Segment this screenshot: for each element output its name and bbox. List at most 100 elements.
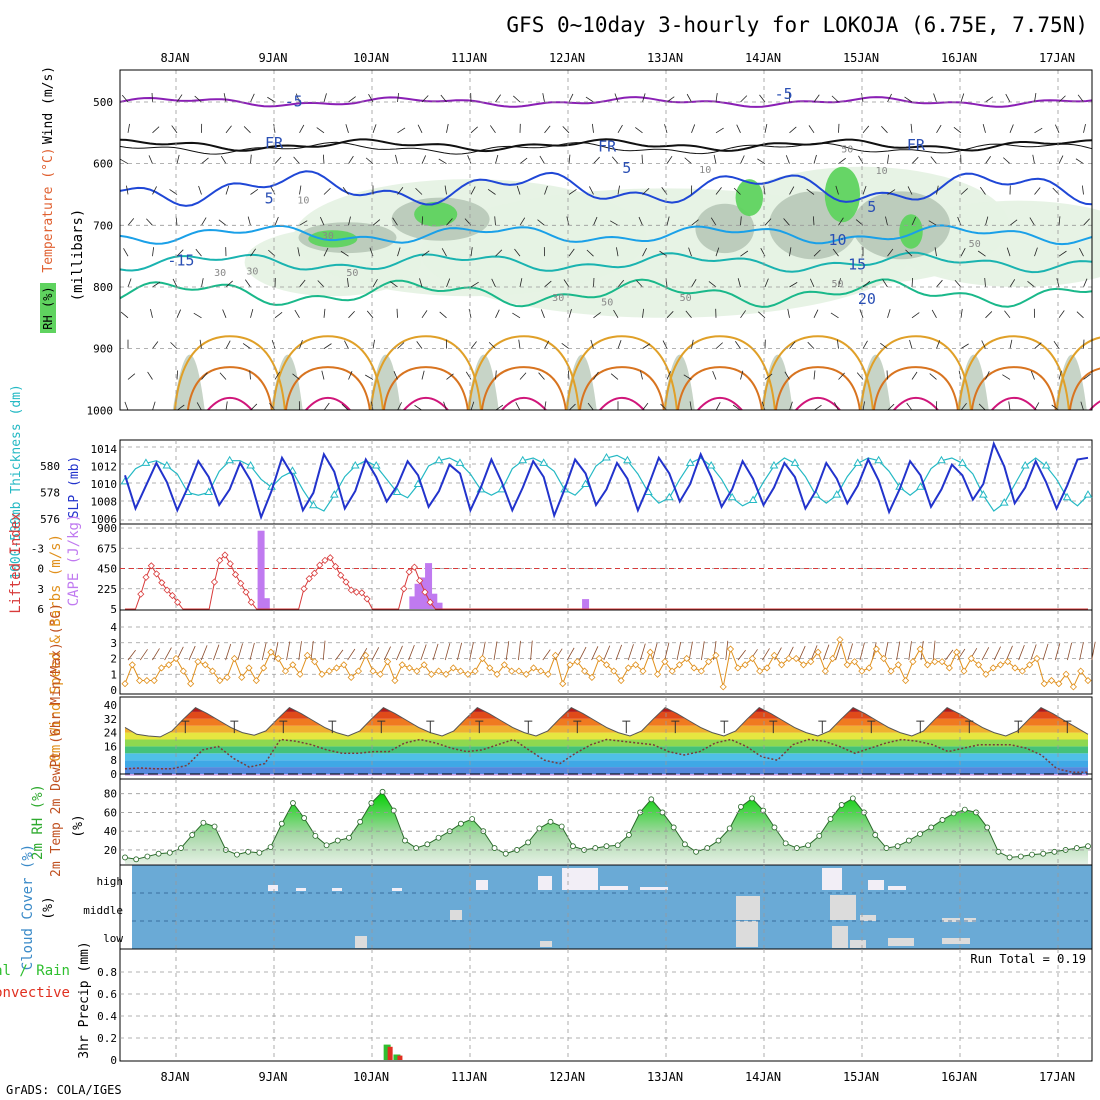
temp-minmax-marker [1063,720,1072,734]
rh2m-point [1029,851,1035,858]
wind10-point [260,664,268,672]
precip-convective-bar [397,1055,403,1060]
slp-tick: 1014 [91,443,118,456]
wind10-point [931,658,939,666]
wind10-point [405,664,414,672]
wind10-point [1069,683,1077,691]
wind-barb [984,277,986,288]
wind10-point [1040,680,1048,688]
wind-barb [225,185,230,195]
temp-minmax-marker [279,720,288,734]
wind10-point [734,664,742,672]
rh-plume [270,354,303,410]
wind10-point [843,661,851,669]
rh2m-point [368,800,375,806]
wind-barb [1009,219,1018,226]
wind-barb [544,125,551,134]
rh2m-point [256,849,263,856]
cloud-cell [268,885,278,891]
wind10-barb [701,641,705,661]
isotherm-loop [467,335,580,411]
thickness-point [518,455,528,464]
rh2m-point [950,810,957,817]
wind-barb [392,217,398,226]
isotherm-loop [761,335,874,411]
contour-label: 15 [848,256,866,274]
rh2m-point [670,824,677,831]
wind-barb [789,126,797,134]
wind10-point [398,661,406,669]
wind-barb [421,250,430,257]
wind10-point [493,670,501,678]
rh2m-point [189,832,196,838]
thickness-point [790,458,800,466]
date-label-bottom: 11JAN [451,1070,487,1084]
li-point [326,554,334,562]
temp2m-tick: 8 [110,754,117,767]
wind-barb [835,185,839,195]
rh2m-point [1006,854,1013,861]
rh2m-point [905,837,912,844]
wind-barb [345,124,349,133]
temp2m-tick: 0 [110,768,117,781]
isotherm-loop [480,366,567,411]
wind10-barb [457,642,463,661]
wind-barb [439,311,447,319]
wind10-point [909,658,917,666]
li-point [321,556,329,564]
li-point [247,598,255,606]
wind10-point [953,648,961,656]
thickness-tick: 578 [40,487,60,500]
wind-barb [120,311,129,319]
li-point [331,562,340,571]
wind-barb [928,220,937,226]
wind10-point [712,651,720,659]
wind10-point [208,667,217,675]
wind10-point [187,680,195,688]
wind-barb [247,216,251,226]
wind-barb [787,308,790,318]
rh2m-point [379,788,386,795]
rh-region [414,201,458,227]
wind-barb [887,154,889,164]
wind-barb [904,96,913,103]
thickness-point [246,461,255,469]
wind-barb [242,343,251,349]
wind-barb [587,402,594,411]
pressure-tick: 700 [93,219,113,232]
wind10-point [894,661,902,669]
cloud-cell [562,868,598,890]
wind-barb [880,342,888,349]
rh-plume [466,354,499,410]
wind10-point [384,658,392,666]
wind-barb [1002,374,1011,380]
rh2m-tick: 20 [104,844,117,857]
wind-barb [397,342,405,349]
pressure-tick: 900 [93,343,113,356]
wind-barb [1004,310,1011,319]
wind-barb [960,248,966,257]
precip-convective-legend: Convective [0,985,70,1001]
wind-barb [642,188,650,195]
wind10-point [610,667,618,675]
wind10-barb [981,647,990,661]
wind-barb [981,340,986,349]
isotherm-loop [565,335,678,411]
wind10-point [551,651,559,659]
wind-barb [642,343,651,349]
rh2m-point [234,851,240,858]
wind-barb [176,370,179,380]
rh2m-point [1040,850,1047,857]
wind10-point [311,658,319,666]
wind-barb [666,216,670,226]
wind-barb [371,401,374,411]
wind-barb [1075,158,1084,164]
wind10-barb [762,648,770,661]
wind-barb [887,189,896,195]
rh-contour-label: 30 [214,268,226,279]
wind-barb [470,186,476,195]
date-label-bottom: 8JAN [161,1070,190,1084]
cloud-cell [850,940,866,948]
wind10-point [150,676,158,685]
wind-barb [764,373,773,380]
